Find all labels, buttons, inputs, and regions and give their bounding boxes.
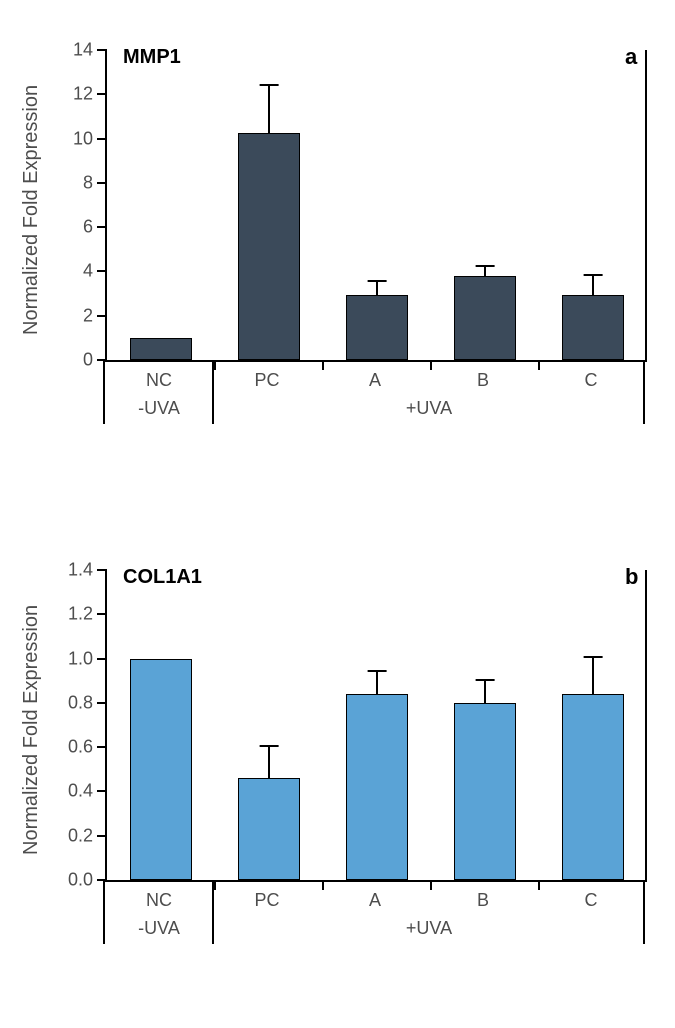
- x-category-label: C: [585, 370, 598, 391]
- y-axis-label: Normalized Fold Expression: [20, 85, 43, 335]
- group-separator: [643, 880, 645, 944]
- errorbar-stem: [268, 84, 270, 133]
- chart-title: COL1A1: [123, 566, 202, 589]
- errorbar-cap: [584, 274, 603, 276]
- group-label: +UVA: [406, 398, 452, 419]
- group-separator: [103, 880, 105, 944]
- errorbar-cap: [260, 84, 279, 86]
- x-category-label: PC: [254, 890, 279, 911]
- y-tick-label: 1.2: [68, 604, 93, 625]
- y-tick-label: 0.0: [68, 870, 93, 891]
- y-tick: [97, 702, 107, 704]
- errorbar-cap: [476, 679, 495, 681]
- errorbar-cap: [260, 745, 279, 747]
- x-tick: [538, 360, 540, 370]
- y-tick: [97, 746, 107, 748]
- bar-C: [562, 694, 625, 880]
- group-label: -UVA: [138, 398, 180, 419]
- x-category-label: NC: [146, 370, 172, 391]
- y-axis-label: Normalized Fold Expression: [20, 605, 43, 855]
- x-category-label: B: [477, 370, 489, 391]
- y-tick: [97, 270, 107, 272]
- y-tick-label: 0.2: [68, 825, 93, 846]
- y-tick: [97, 93, 107, 95]
- y-tick-label: 0.8: [68, 692, 93, 713]
- y-tick: [97, 569, 107, 571]
- errorbar-cap: [584, 656, 603, 658]
- y-tick-label: 0: [83, 350, 93, 371]
- group-separator: [643, 360, 645, 424]
- x-tick: [430, 360, 432, 370]
- x-tick: [430, 880, 432, 890]
- group-separator: [103, 360, 105, 424]
- y-tick: [97, 138, 107, 140]
- bar-A: [346, 694, 409, 880]
- y-tick: [97, 658, 107, 660]
- right-axis-line: [645, 50, 647, 360]
- y-tick-label: 6: [83, 217, 93, 238]
- x-tick: [214, 360, 216, 370]
- x-category-label: A: [369, 370, 381, 391]
- chart-title: MMP1: [123, 46, 181, 69]
- x-tick: [322, 360, 324, 370]
- y-tick-label: 1.0: [68, 648, 93, 669]
- x-tick: [322, 880, 324, 890]
- errorbar-stem: [592, 274, 594, 295]
- plot-area: 02468101214: [105, 50, 647, 362]
- y-tick-label: 4: [83, 261, 93, 282]
- y-tick-label: 0.6: [68, 737, 93, 758]
- group-label: -UVA: [138, 918, 180, 939]
- y-tick-label: 14: [73, 40, 93, 61]
- errorbar-stem: [376, 280, 378, 294]
- group-separator: [212, 880, 214, 944]
- bar-B: [454, 276, 517, 360]
- errorbar-cap: [368, 670, 387, 672]
- panel-letter: b: [625, 564, 638, 590]
- errorbar-stem: [376, 670, 378, 694]
- x-category-label: NC: [146, 890, 172, 911]
- panel-letter: a: [625, 44, 637, 70]
- group-label: +UVA: [406, 918, 452, 939]
- errorbar-cap: [368, 280, 387, 282]
- bar-B: [454, 703, 517, 880]
- y-tick-label: 10: [73, 128, 93, 149]
- x-tick: [538, 880, 540, 890]
- bar-C: [562, 295, 625, 360]
- bar-PC: [238, 778, 301, 880]
- x-category-label: B: [477, 890, 489, 911]
- bar-A: [346, 295, 409, 360]
- errorbar-stem: [592, 656, 594, 694]
- bar-NC: [130, 338, 193, 360]
- x-tick: [214, 880, 216, 890]
- y-tick: [97, 835, 107, 837]
- y-tick: [97, 315, 107, 317]
- y-tick-label: 0.4: [68, 781, 93, 802]
- y-tick-label: 8: [83, 172, 93, 193]
- x-category-label: C: [585, 890, 598, 911]
- group-separator: [212, 360, 214, 424]
- right-axis-line: [645, 570, 647, 880]
- errorbar-cap: [476, 265, 495, 267]
- errorbar-stem: [268, 745, 270, 778]
- y-tick-label: 2: [83, 305, 93, 326]
- y-tick-label: 12: [73, 84, 93, 105]
- chart-panel-b: 0.00.20.40.60.81.01.21.4Normalized Fold …: [0, 540, 675, 960]
- y-tick: [97, 182, 107, 184]
- x-category-label: PC: [254, 370, 279, 391]
- plot-area: 0.00.20.40.60.81.01.21.4: [105, 570, 647, 882]
- y-tick: [97, 49, 107, 51]
- bar-PC: [238, 133, 301, 360]
- y-tick: [97, 613, 107, 615]
- y-tick: [97, 226, 107, 228]
- chart-panel-a: 02468101214Normalized Fold ExpressionMMP…: [0, 20, 675, 440]
- y-tick: [97, 879, 107, 881]
- errorbar-stem: [484, 679, 486, 703]
- x-category-label: A: [369, 890, 381, 911]
- y-tick-label: 1.4: [68, 560, 93, 581]
- y-tick: [97, 790, 107, 792]
- y-tick: [97, 359, 107, 361]
- bar-NC: [130, 659, 193, 880]
